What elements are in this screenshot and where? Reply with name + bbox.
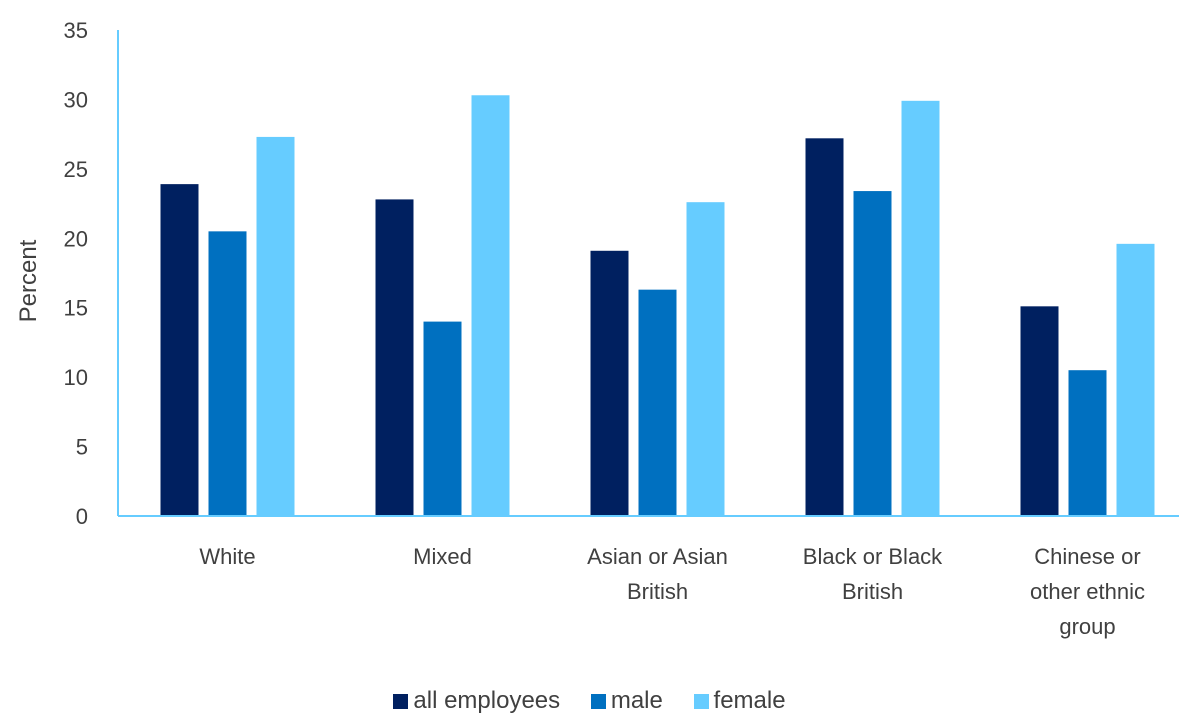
y-tick-label: 5 [76, 435, 88, 460]
legend-swatch-male [591, 694, 606, 709]
y-tick-label: 15 [64, 296, 88, 321]
y-axis-title: Percent [15, 239, 42, 322]
legend-label-male: male [611, 687, 663, 714]
y-tick-label: 0 [76, 504, 88, 529]
y-tick-label: 25 [64, 157, 88, 182]
x-category-label: British [842, 579, 903, 604]
bar-all-employees-1 [376, 199, 414, 516]
bar-male-0 [209, 231, 247, 516]
x-category-label: White [199, 544, 255, 569]
x-category-label: Mixed [413, 544, 472, 569]
bar-all-employees-4 [1021, 306, 1059, 516]
legend-label-all-employees: all employees [413, 687, 560, 714]
x-category-label: group [1059, 614, 1115, 639]
legend-item-male: male [591, 687, 663, 715]
bar-female-3 [902, 101, 940, 516]
bar-male-2 [639, 290, 677, 516]
x-category-label: Asian or Asian [587, 544, 728, 569]
bar-female-4 [1117, 244, 1155, 516]
x-category-label: British [627, 579, 688, 604]
y-tick-label: 10 [64, 365, 88, 390]
bar-female-0 [257, 137, 295, 516]
legend-swatch-female [694, 694, 709, 709]
x-category-label: Chinese or [1034, 544, 1140, 569]
bar-male-4 [1069, 370, 1107, 516]
legend-swatch-all-employees [393, 694, 408, 709]
y-tick-label: 30 [64, 87, 88, 112]
bar-all-employees-2 [591, 251, 629, 516]
x-category-label: Black or Black [803, 544, 943, 569]
bar-all-employees-3 [806, 138, 844, 516]
bar-female-1 [472, 95, 510, 516]
bar-male-1 [424, 322, 462, 516]
bar-female-2 [687, 202, 725, 516]
x-category-label: other ethnic [1030, 579, 1145, 604]
legend: all employees male female [0, 686, 1179, 715]
bar-all-employees-0 [161, 184, 199, 516]
legend-label-female: female [714, 687, 786, 714]
y-tick-label: 35 [64, 18, 88, 43]
bar-male-3 [854, 191, 892, 516]
legend-item-all-employees: all employees [393, 687, 560, 715]
legend-item-female: female [694, 687, 786, 715]
y-tick-label: 20 [64, 226, 88, 251]
